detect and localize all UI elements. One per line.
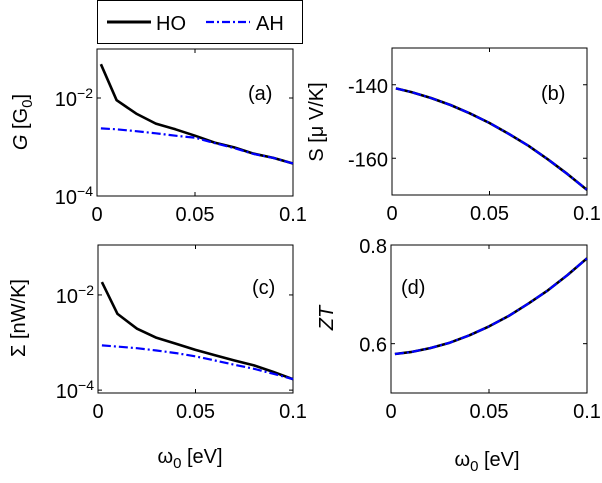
tick-base: 0.8 [359,236,387,258]
label-part: [eV] [478,449,519,471]
series-line-ho [100,281,294,381]
y-tick-label: 10−2 [56,282,94,308]
y-tick-label: -140 [348,76,388,98]
series-line-ah [101,344,294,381]
tick-base: 10 [56,381,78,403]
tick-base: 10 [55,89,77,111]
label-part: [eV] [181,446,222,468]
tick-exponent: −4 [77,183,93,199]
label-part: 0 [470,458,478,475]
legend-label-ho: HO [156,13,186,35]
tick-base: 10 [55,187,77,209]
label-part: [G [10,108,32,135]
panel-label: (d) [401,277,425,299]
panel-c: 0 0.05 0.110−210−4(c)Σ [nW/K]ω0 [eV] [8,244,307,472]
panel-a: 0 0.05 0.110−210−4(a)G [G0] [10,48,307,226]
panel-label: (a) [248,83,272,105]
y-tick-label: -160 [348,149,388,171]
x-tick-label: 0.1 [573,401,601,423]
legend: HO AH [97,0,303,44]
x-tick-label: 0.05 [176,204,215,226]
tick-base: 10 [56,286,78,308]
x-tick-label: 0.1 [573,203,601,225]
y-tick-label: 0.6 [359,335,387,357]
y-axis-label: S [μ V/K] [306,82,328,161]
y-axis-label: Σ [nW/K] [8,279,30,357]
tick-base: 0.6 [359,335,387,357]
x-tick-label: 0 [92,401,103,423]
x-tick-label: 0.1 [279,401,307,423]
label-part: ] [10,94,32,100]
tick-base: -160 [348,149,388,171]
label-part: ω [454,449,470,471]
plot-area [390,244,588,394]
tick-exponent: −2 [78,282,94,298]
label-part: ZT [316,304,338,331]
panel-label: (b) [541,83,565,105]
series-line-ho [99,63,294,165]
label-part: Σ [nW/K] [8,279,30,357]
x-axis-label: ω0 [eV] [454,449,519,475]
x-tick-label: 0 [91,204,102,226]
plot-area [96,48,294,197]
label-part: ω [157,446,173,468]
series-line-ah [395,87,588,191]
x-tick-label: 0.05 [470,203,509,225]
label-part: 0 [19,99,36,107]
x-axis-label: ω0 [eV] [157,446,222,472]
legend-label-ah: AH [256,13,284,35]
panel-label: (c) [252,277,275,299]
label-part: S [μ V/K] [306,82,328,161]
x-tick-label: 0.05 [470,401,509,423]
y-axis-label: ZT [316,304,338,331]
y-tick-label: 10−4 [55,183,93,209]
x-tick-label: 0 [385,401,396,423]
x-tick-label: 0.05 [176,401,215,423]
x-tick-label: 0.1 [279,204,307,226]
y-tick-label: 0.8 [359,236,387,258]
panel-b: 0 0.05 0.1 -140 -160 (b) S [μ V/K] [306,47,601,225]
tick-exponent: −4 [78,377,94,393]
y-tick-label: 10−4 [56,377,94,403]
plot-area [391,47,588,196]
y-axis-label: G [G0] [10,94,36,150]
label-part: 0 [173,455,181,472]
plot-area [97,244,294,394]
label-part: G [10,135,32,151]
tick-exponent: −2 [77,85,93,101]
y-tick-label: 10−2 [55,85,93,111]
series-line-ah [394,257,588,356]
x-tick-label: 0 [386,203,397,225]
tick-base: -140 [348,76,388,98]
